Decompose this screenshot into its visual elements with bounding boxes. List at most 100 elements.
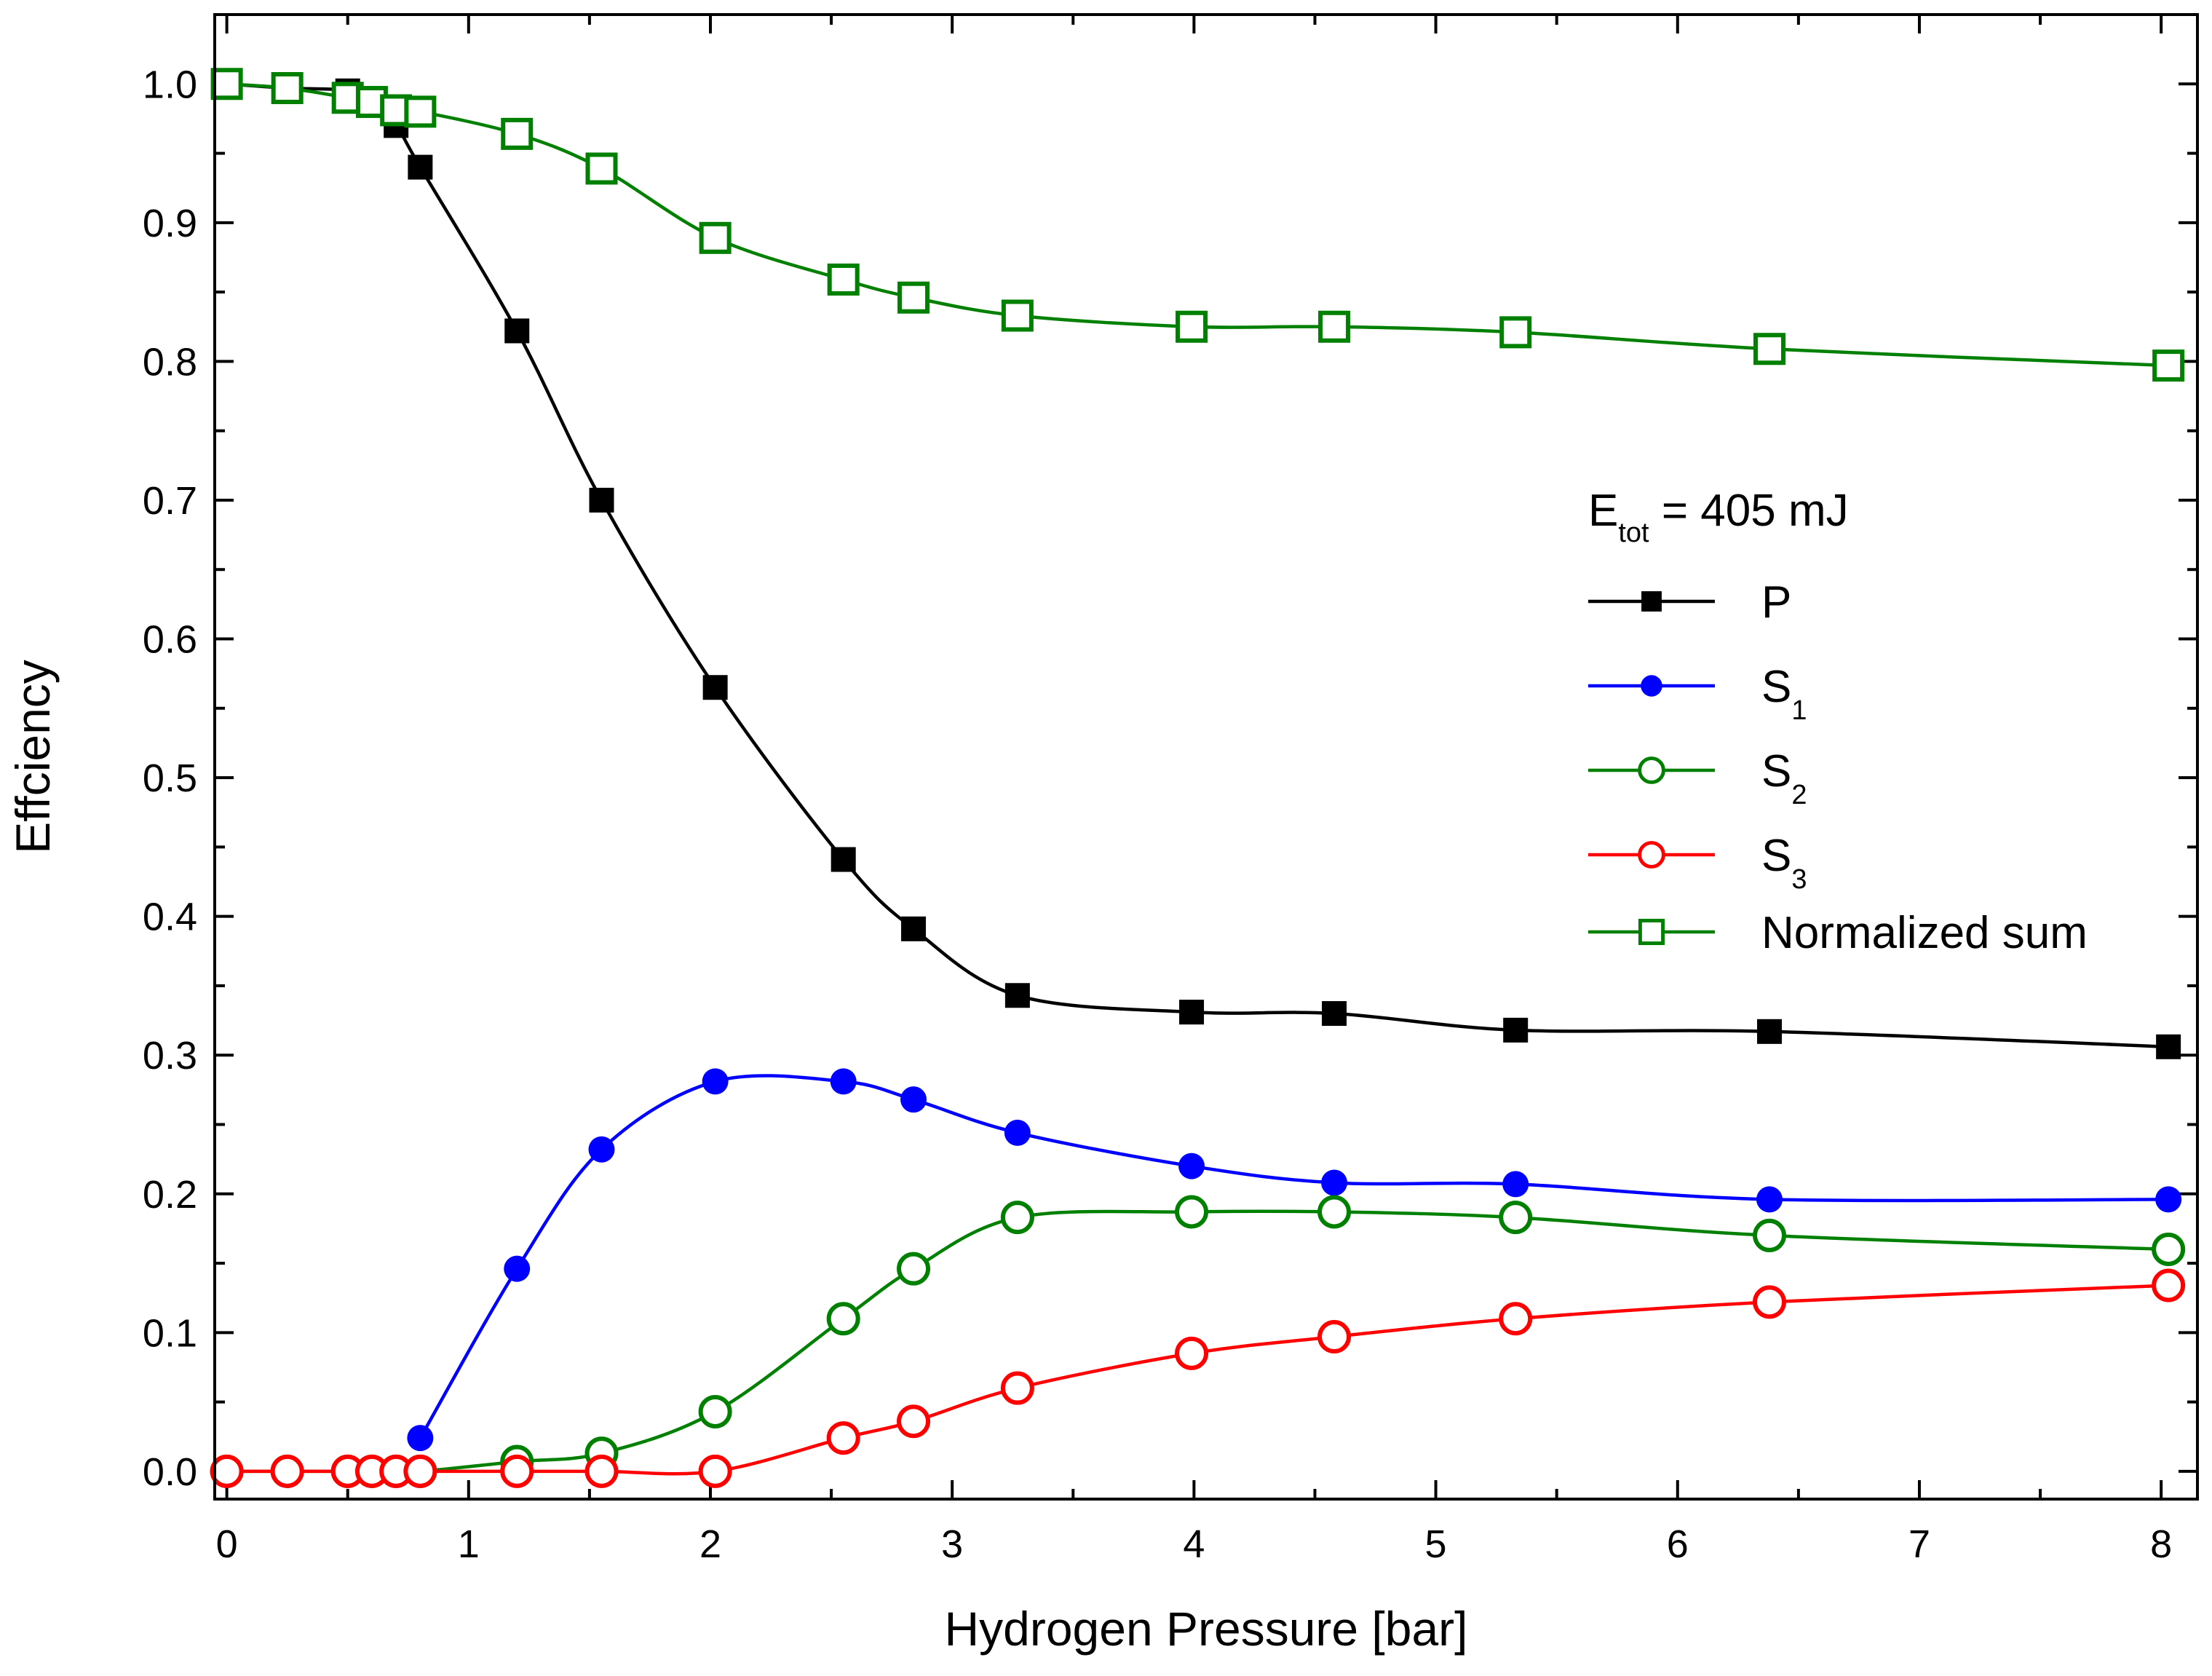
data-point bbox=[1317, 1320, 1352, 1354]
data-point bbox=[270, 1454, 304, 1488]
data-point bbox=[501, 117, 534, 150]
legend-label-subscript: 1 bbox=[1791, 695, 1807, 726]
legend-label: Normalized sum bbox=[1761, 908, 2088, 958]
data-point bbox=[1004, 1119, 1031, 1146]
y-tick-label: 0.4 bbox=[143, 896, 197, 939]
x-tick-label: 7 bbox=[1908, 1522, 1930, 1566]
x-axis-label: Hydrogen Pressure [bar] bbox=[944, 1602, 1467, 1656]
data-point bbox=[826, 1302, 860, 1336]
y-tick-label: 0.9 bbox=[143, 202, 197, 245]
data-point bbox=[589, 487, 614, 513]
legend-marker bbox=[1641, 675, 1662, 697]
data-point bbox=[2152, 349, 2185, 382]
y-tick-label: 0.8 bbox=[143, 340, 197, 384]
x-tick-label: 0 bbox=[216, 1522, 238, 1566]
data-point bbox=[901, 916, 927, 941]
y-tick-label: 0.3 bbox=[143, 1034, 197, 1078]
legend-label-subscript: 3 bbox=[1791, 864, 1807, 895]
data-point bbox=[404, 95, 437, 128]
data-point bbox=[897, 281, 930, 314]
data-point bbox=[827, 263, 860, 296]
data-point bbox=[1322, 1001, 1347, 1027]
data-point bbox=[210, 68, 243, 100]
x-tick-label: 2 bbox=[699, 1522, 721, 1566]
legend-label-subscript: 2 bbox=[1791, 780, 1807, 810]
data-point bbox=[408, 154, 433, 180]
data-point bbox=[831, 847, 856, 872]
data-point bbox=[1321, 1169, 1348, 1196]
series-markers-4 bbox=[210, 68, 2185, 382]
data-point bbox=[504, 1255, 531, 1282]
data-point bbox=[900, 1086, 927, 1113]
data-point bbox=[702, 675, 728, 700]
legend-marker bbox=[1638, 756, 1665, 784]
data-point bbox=[698, 1454, 732, 1488]
data-point bbox=[504, 318, 530, 344]
data-point bbox=[2156, 1034, 2181, 1059]
data-point bbox=[585, 152, 618, 185]
data-point bbox=[897, 1404, 931, 1439]
data-point bbox=[1499, 1201, 1533, 1235]
x-tick-label: 6 bbox=[1667, 1522, 1689, 1566]
data-point bbox=[830, 1068, 857, 1095]
y-axis-label: Effciency bbox=[6, 660, 60, 854]
data-point bbox=[1176, 310, 1208, 343]
energy-annotation-value: = 405 mJ bbox=[1649, 486, 1849, 536]
data-point bbox=[1179, 1000, 1205, 1025]
data-point bbox=[2152, 1268, 2186, 1303]
y-tick-label: 1.0 bbox=[143, 63, 197, 106]
data-point bbox=[1004, 983, 1030, 1008]
series-markers-3 bbox=[210, 1268, 2186, 1488]
x-tick-label: 3 bbox=[941, 1522, 963, 1566]
y-tick-label: 0.7 bbox=[143, 479, 197, 523]
data-point bbox=[1753, 1218, 1787, 1252]
y-tick-label: 0.6 bbox=[143, 618, 197, 662]
data-point bbox=[1001, 299, 1034, 332]
energy-annotation-subscript: tot bbox=[1618, 518, 1649, 548]
legend-label: P bbox=[1761, 577, 1791, 628]
data-point bbox=[698, 1394, 732, 1428]
data-point bbox=[588, 1136, 615, 1163]
data-point bbox=[1178, 1153, 1205, 1179]
data-point bbox=[1756, 1186, 1783, 1213]
data-point bbox=[1317, 1195, 1352, 1229]
data-point bbox=[897, 1252, 931, 1286]
x-tick-label: 4 bbox=[1183, 1522, 1205, 1566]
x-tick-label: 8 bbox=[2150, 1522, 2172, 1566]
series-markers-1 bbox=[407, 1068, 2182, 1452]
legend-item-0: P bbox=[1588, 577, 1791, 628]
data-point bbox=[1000, 1371, 1034, 1405]
data-point bbox=[699, 221, 732, 254]
data-point bbox=[403, 1454, 437, 1488]
data-point bbox=[1499, 316, 1532, 349]
data-point bbox=[702, 1068, 729, 1095]
data-point bbox=[1175, 1336, 1209, 1370]
data-point bbox=[500, 1454, 534, 1488]
data-point bbox=[2152, 1232, 2186, 1266]
legend-marker bbox=[1638, 841, 1665, 869]
data-point bbox=[2155, 1186, 2182, 1213]
data-point bbox=[1503, 1017, 1529, 1043]
data-point bbox=[1499, 1302, 1533, 1336]
x-tick-label: 5 bbox=[1425, 1522, 1447, 1566]
data-point bbox=[1502, 1171, 1529, 1198]
plot-frame bbox=[213, 13, 2199, 1501]
data-point bbox=[1753, 1285, 1787, 1319]
data-point bbox=[1757, 1019, 1783, 1044]
tick-labels: 0 1 2 3 4 5 6 7 8 0.0 0.1 0.2 0.3 0.4 0.5 0.6 0.7 0.8 0.9 1… bbox=[143, 63, 2172, 1566]
data-point bbox=[1753, 333, 1786, 365]
y-tick-label: 0.0 bbox=[143, 1450, 197, 1494]
y-tick-label: 0.1 bbox=[143, 1311, 197, 1355]
y-tick-label: 0.2 bbox=[143, 1173, 197, 1217]
data-point bbox=[271, 71, 304, 104]
y-tick-label: 0.5 bbox=[143, 756, 197, 800]
legend-marker bbox=[1638, 918, 1665, 946]
data-point bbox=[584, 1454, 619, 1488]
data-point bbox=[407, 1425, 434, 1452]
data-point bbox=[1318, 310, 1351, 343]
x-tick-label: 1 bbox=[458, 1522, 480, 1566]
data-point bbox=[1000, 1201, 1034, 1235]
legend-marker bbox=[1641, 591, 1662, 612]
